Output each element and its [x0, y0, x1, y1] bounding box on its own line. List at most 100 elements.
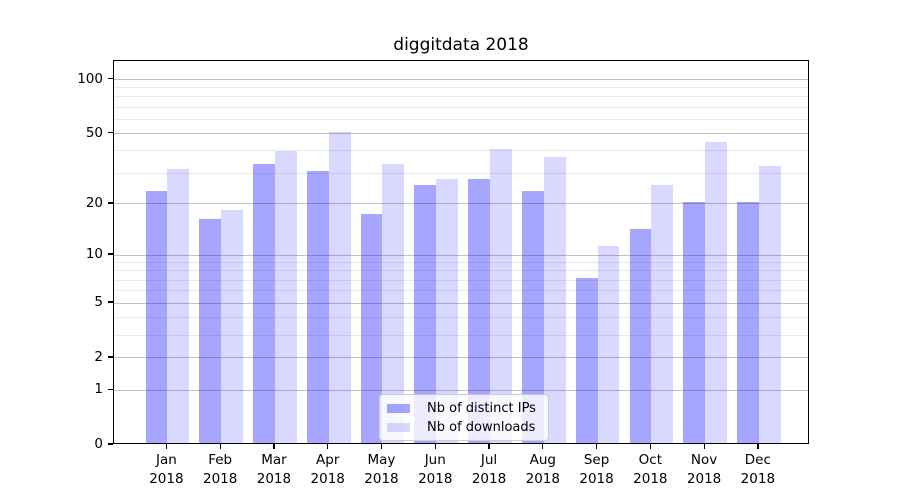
plot-area — [113, 60, 809, 444]
gridline-minor — [114, 270, 808, 272]
x-axis-tick-label: Sep 2018 — [579, 451, 613, 489]
bar-downloads — [436, 179, 459, 443]
bar-downloads — [382, 163, 405, 443]
bar-distinct-ips — [521, 191, 544, 443]
x-axis-tick-label: Aug 2018 — [526, 451, 560, 489]
x-axis-tick-month: Apr — [316, 452, 340, 468]
gridline-minor — [114, 172, 808, 174]
x-axis-tick-month: May — [367, 452, 396, 468]
x-axis-tick-mark — [649, 444, 652, 449]
gridline-minor — [114, 334, 808, 336]
x-axis-tick-mark — [542, 444, 544, 449]
legend: Nb of distinct IPs Nb of downloads — [379, 394, 549, 441]
gridline-minor — [114, 279, 808, 281]
x-axis-tick-month: Sep — [583, 452, 610, 468]
legend-label: Nb of distinct IPs — [427, 400, 536, 416]
x-axis-tick-month: Mar — [261, 452, 287, 468]
gridline-minor — [114, 106, 808, 108]
x-axis-tick-year: 2018 — [149, 471, 184, 487]
bar-downloads — [274, 150, 297, 443]
x-axis-tick-mark — [757, 444, 759, 449]
legend-swatch-downloads — [387, 422, 410, 432]
y-axis-tick-mark — [108, 443, 113, 445]
bar-downloads — [221, 209, 243, 443]
bar-downloads — [167, 168, 190, 443]
gridline-minor — [114, 150, 808, 152]
y-axis-tick-label: 5 — [94, 294, 103, 311]
y-axis-tick-label: 10 — [85, 246, 103, 263]
gridline-minor — [114, 262, 808, 264]
bar-downloads — [758, 166, 781, 443]
bar-distinct-ips — [683, 201, 706, 443]
x-axis-tick-month: Aug — [529, 452, 556, 468]
chart-title: diggitdata 2018 — [393, 35, 529, 55]
bar-distinct-ips — [145, 191, 168, 443]
x-axis-tick-year: 2018 — [364, 471, 399, 487]
y-axis-tick-label: 50 — [85, 124, 103, 141]
y-axis-tick-label: 20 — [85, 194, 103, 211]
y-axis-tick-mark — [108, 253, 113, 255]
x-axis-tick-mark — [273, 444, 275, 449]
legend-item: Nb of distinct IPs — [387, 400, 536, 416]
x-axis-tick-label: Oct 2018 — [633, 451, 667, 489]
gridline-major — [114, 389, 808, 391]
x-axis-tick-label: May 2018 — [364, 451, 398, 489]
gridline-major — [114, 79, 808, 80]
gridline-minor — [114, 87, 808, 89]
x-axis-tick-mark — [488, 444, 490, 449]
x-axis-tick-month: Jun — [424, 452, 446, 468]
x-axis-tick-year: 2018 — [471, 471, 507, 487]
bar-distinct-ips — [737, 201, 759, 443]
bar-downloads — [597, 246, 620, 443]
x-axis-tick-label: Apr 2018 — [311, 451, 345, 489]
y-axis-tick-mark — [108, 132, 113, 134]
x-axis-tick-mark — [327, 444, 329, 449]
bar-downloads — [328, 131, 351, 443]
bar-downloads — [651, 184, 674, 443]
bar-distinct-ips — [414, 184, 437, 443]
bar-distinct-ips — [253, 163, 275, 443]
bar-distinct-ips — [306, 171, 329, 443]
x-axis-tick-year: 2018 — [579, 471, 614, 487]
y-axis-tick-mark — [108, 202, 113, 204]
x-axis-tick-mark — [703, 444, 705, 449]
gridline-major — [114, 302, 808, 304]
x-axis-tick-year: 2018 — [686, 471, 722, 487]
x-axis-tick-mark — [219, 444, 221, 449]
gridline-minor — [114, 290, 808, 292]
gridline-major — [114, 203, 808, 205]
y-axis-tick-mark — [108, 301, 113, 303]
bar-downloads — [543, 157, 566, 443]
x-axis-tick-label: Nov 2018 — [687, 451, 721, 489]
y-axis-tick-label: 1 — [94, 381, 103, 398]
x-axis-tick-mark — [165, 444, 168, 449]
bar-distinct-ips — [629, 228, 652, 443]
x-axis-tick-label: Jul 2018 — [472, 451, 506, 489]
x-axis-tick-month: Jan — [155, 452, 177, 468]
gridline-major — [114, 133, 808, 135]
bar-downloads — [705, 141, 727, 443]
x-axis-tick-label: Feb 2018 — [203, 451, 237, 489]
x-axis-tick-year: 2018 — [740, 471, 776, 487]
x-axis-tick-month: Dec — [744, 452, 771, 468]
y-axis-tick-mark — [108, 356, 113, 358]
gridline-minor — [114, 118, 808, 120]
x-axis-tick-month: Nov — [690, 452, 718, 468]
x-axis-tick-year: 2018 — [202, 471, 238, 487]
x-axis-tick-label: Mar 2018 — [257, 451, 291, 489]
bar-distinct-ips — [468, 179, 491, 443]
y-axis-tick-mark — [108, 388, 113, 390]
legend-label: Nb of downloads — [427, 419, 536, 435]
x-axis-tick-year: 2018 — [525, 471, 560, 487]
legend-swatch-distinct-ips — [387, 403, 410, 413]
x-axis-tick-month: Feb — [208, 452, 233, 468]
bar-distinct-ips — [575, 278, 598, 443]
gridline-major — [114, 357, 808, 359]
x-axis-tick-mark — [380, 444, 383, 449]
x-axis-tick-month: Jul — [480, 452, 498, 468]
x-axis-tick-label: Dec 2018 — [741, 451, 775, 489]
x-axis-tick-mark — [434, 444, 436, 449]
x-axis-tick-year: 2018 — [418, 471, 453, 487]
y-axis-tick-label: 2 — [94, 348, 103, 365]
